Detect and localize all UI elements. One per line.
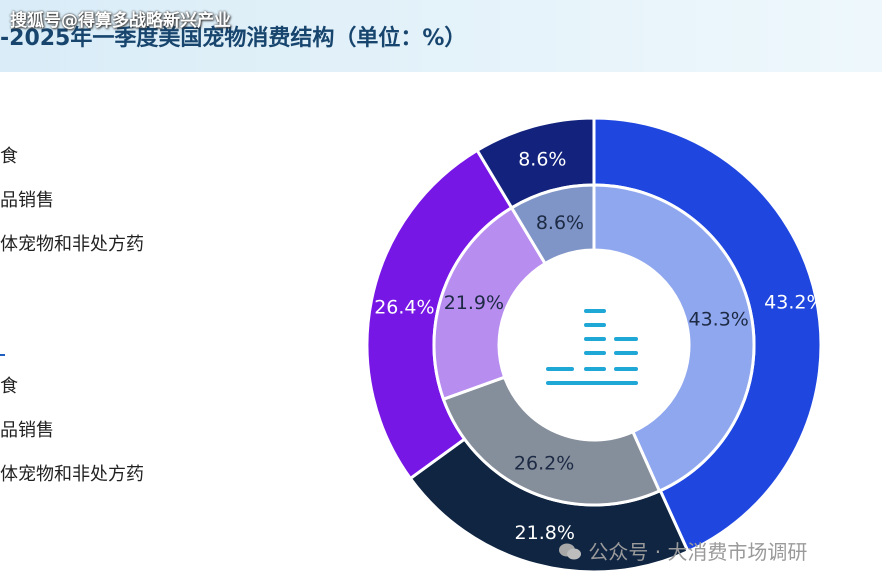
outer-slice-label: 21.8% [515,522,575,544]
inner-ring-slice [509,183,596,266]
outer-slice-label: 26.4% [374,296,434,318]
wechat-icon [559,543,581,560]
center-icon-bar [614,351,638,355]
legend-group-marker [0,336,5,356]
legend-item: 食 [0,146,18,167]
slice-labels: 43.2% 21.8% 26.4% 8.6% 43.3% 26.2% 21.9% 8.6% [374,149,824,545]
legend-item: 食 [0,376,18,397]
center-icon-bar [584,367,606,371]
center-icon-bar [546,367,574,371]
inner-ring-slice [441,375,662,507]
footer-watermark-prefix: 公众号 · [588,540,662,564]
inner-ring-slice [592,183,756,494]
center-icon-bar [546,381,638,385]
footer-watermark-name: 大消费市场调研 [667,540,808,564]
center-icon-bar [584,323,606,327]
chart-title: -2025年一季度美国宠物消费结构（单位：%） [0,26,467,51]
source-watermark: 搜狐号@得算多战略新兴产业 [10,11,231,31]
legend-item: 品销售 [0,420,54,441]
inner-ring [432,183,756,507]
inner-slice-label: 21.9% [444,292,504,314]
header-banner: -2025年一季度美国宠物消费结构（单位：%） [0,0,882,72]
center-icon-bar [614,367,638,371]
center-icon-bar [584,337,606,341]
inner-slice-label: 8.6% [536,212,584,234]
footer-watermark: 公众号 · 大消费市场调研 [558,536,807,565]
inner-slice-label: 43.3% [689,308,749,330]
center-icon-bar [614,337,638,341]
legend-item: 品销售 [0,190,54,211]
legend-item: 体宠物和非处方药 [0,234,144,255]
legend-item: 体宠物和非处方药 [0,464,144,485]
outer-slice-label: 8.6% [518,149,566,171]
center-icon-bar [584,309,606,313]
chart-center-icon [546,309,638,385]
inner-slice-label: 26.2% [514,452,574,474]
center-icon-bar [584,351,606,355]
outer-slice-label: 43.2% [764,292,824,314]
